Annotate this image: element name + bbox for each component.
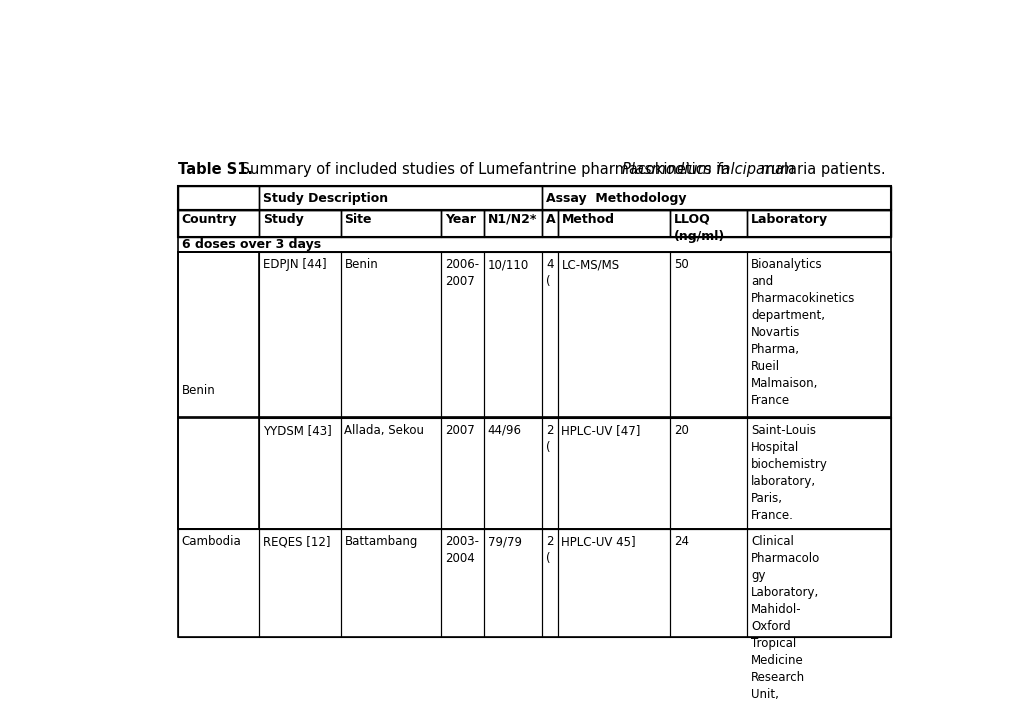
Text: A: A	[545, 212, 555, 225]
Text: Benin: Benin	[344, 258, 378, 271]
Bar	[177, 210, 259, 237]
Text: 6 doses over 3 days: 6 doses over 3 days	[181, 238, 321, 251]
Text: Benin: Benin	[181, 384, 215, 397]
Bar	[557, 418, 669, 529]
Bar	[340, 418, 441, 529]
Bar	[557, 252, 669, 418]
Bar	[259, 529, 340, 637]
Text: 2003-
2004: 2003- 2004	[445, 535, 479, 565]
Bar	[484, 418, 541, 529]
Text: Allada, Sekou: Allada, Sekou	[344, 423, 424, 436]
Bar	[541, 210, 557, 237]
Bar	[747, 252, 890, 418]
Text: 2006-
2007: 2006- 2007	[445, 258, 479, 288]
Bar	[177, 186, 259, 210]
Text: 79/79: 79/79	[487, 535, 522, 549]
Bar	[541, 529, 557, 637]
Bar	[669, 210, 747, 237]
Bar	[441, 529, 484, 637]
Bar	[177, 237, 890, 252]
Bar	[541, 252, 557, 418]
Text: 50: 50	[674, 258, 688, 271]
Bar	[259, 252, 340, 418]
Text: malaria patients.: malaria patients.	[755, 162, 884, 177]
Bar	[484, 210, 541, 237]
Bar	[441, 210, 484, 237]
Bar	[557, 529, 669, 637]
Bar	[669, 529, 747, 637]
Text: Table S1.: Table S1.	[177, 162, 253, 177]
Text: Saint-Louis
Hospital
biochemistry
laboratory,
Paris,
France.: Saint-Louis Hospital biochemistry labora…	[751, 423, 827, 522]
Bar	[747, 418, 890, 529]
Text: HPLC-UV [47]: HPLC-UV [47]	[560, 423, 640, 436]
Text: Year: Year	[445, 212, 476, 225]
Text: Method: Method	[560, 212, 613, 225]
Bar	[340, 210, 441, 237]
Bar	[747, 210, 890, 237]
Bar	[541, 186, 890, 210]
Text: Bioanalytics
and
Pharmacokinetics
department,
Novartis
Pharma,
Rueil
Malmaison,
: Bioanalytics and Pharmacokinetics depart…	[751, 258, 855, 407]
Text: Study: Study	[263, 212, 304, 225]
Bar	[177, 529, 259, 637]
Text: 4
(: 4 (	[545, 258, 553, 288]
Bar	[177, 210, 890, 237]
Bar	[441, 252, 484, 418]
Text: Clinical
Pharmacolo
gy
Laboratory,
Mahidol-
Oxford
Tropical
Medicine
Research
Un: Clinical Pharmacolo gy Laboratory, Mahid…	[751, 535, 820, 701]
Bar	[259, 186, 541, 210]
Bar	[177, 186, 890, 210]
Bar	[747, 529, 890, 637]
Text: Battambang: Battambang	[344, 535, 418, 549]
Text: LLOQ
(ng/ml): LLOQ (ng/ml)	[674, 212, 725, 243]
Bar	[177, 252, 259, 529]
Text: Laboratory: Laboratory	[751, 212, 827, 225]
Text: 24: 24	[674, 535, 688, 549]
Text: Country: Country	[181, 212, 237, 225]
Text: 2
(: 2 (	[545, 423, 553, 454]
Text: HPLC-UV 45]: HPLC-UV 45]	[560, 535, 636, 549]
Text: Summary of included studies of Lumefantrine pharmacokinetics in: Summary of included studies of Lumefantr…	[235, 162, 734, 177]
Bar	[484, 252, 541, 418]
Bar	[669, 418, 747, 529]
Bar	[669, 252, 747, 418]
Bar	[340, 252, 441, 418]
Bar	[484, 529, 541, 637]
Bar	[557, 210, 669, 237]
Text: 2007: 2007	[445, 423, 475, 436]
Bar	[177, 418, 890, 529]
Text: 10/110: 10/110	[487, 258, 529, 271]
Text: YYDSM [43]: YYDSM [43]	[263, 423, 331, 436]
Text: Cambodia: Cambodia	[181, 535, 242, 549]
Text: LC-MS/MS: LC-MS/MS	[560, 258, 619, 271]
Bar	[541, 418, 557, 529]
Text: Study Description: Study Description	[263, 192, 388, 204]
Text: Site: Site	[344, 212, 372, 225]
Bar	[259, 210, 340, 237]
Bar	[441, 418, 484, 529]
Text: Assay  Methodology: Assay Methodology	[545, 192, 686, 204]
Text: 44/96: 44/96	[487, 423, 522, 436]
Text: 2
(: 2 (	[545, 535, 553, 565]
Bar	[177, 529, 890, 637]
Bar	[340, 529, 441, 637]
Text: 20: 20	[674, 423, 688, 436]
Text: EDPJN [44]: EDPJN [44]	[263, 258, 326, 271]
Text: REQES [12]: REQES [12]	[263, 535, 330, 549]
Bar	[177, 252, 890, 418]
Bar	[259, 418, 340, 529]
Text: Plasmodium falciparum: Plasmodium falciparum	[622, 162, 794, 177]
Text: N1/N2*: N1/N2*	[487, 212, 537, 225]
